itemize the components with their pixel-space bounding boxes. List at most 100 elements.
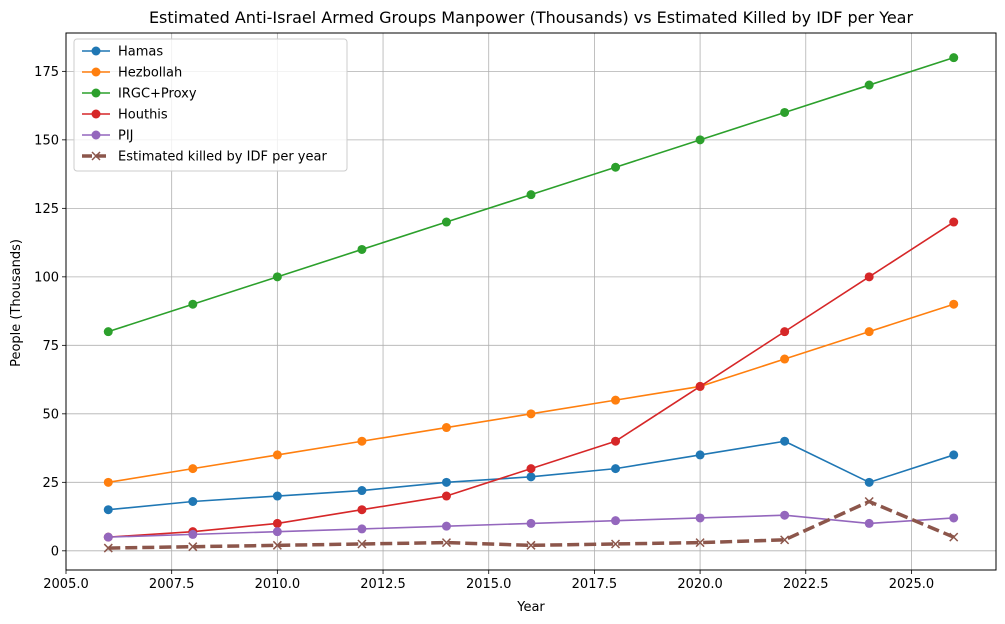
y-tick-label: 100 — [34, 270, 59, 285]
data-point — [526, 464, 536, 474]
data-point — [188, 542, 198, 552]
data-point — [611, 516, 621, 526]
data-point — [780, 436, 790, 446]
legend-item-estimated-killed-by-idf-per-year: Estimated killed by IDF per year — [82, 150, 327, 165]
x-tick-label: 2005.0 — [43, 577, 89, 592]
y-tick-label: 0 — [51, 544, 59, 559]
x-tick-label: 2020.0 — [677, 577, 723, 592]
legend-swatch-marker — [91, 46, 101, 56]
series-houthis — [103, 217, 959, 542]
data-point — [441, 491, 451, 501]
grid — [65, 33, 996, 570]
y-tick-label: 125 — [34, 202, 59, 217]
data-point — [864, 80, 874, 90]
data-point — [272, 518, 282, 528]
x-tick-label: 2010.0 — [255, 577, 301, 592]
x-marker-stroke — [949, 532, 959, 542]
data-point — [188, 497, 198, 507]
data-point — [441, 423, 451, 433]
x-tick-label: 2015.0 — [466, 577, 512, 592]
legend-swatch-marker — [91, 109, 101, 119]
x-marker-stroke — [526, 540, 536, 550]
legend-item-houthis: Houthis — [82, 108, 168, 123]
legend-box — [73, 38, 348, 172]
y-tick-label: 25 — [42, 476, 59, 491]
x-marker-stroke — [91, 151, 101, 161]
data-point — [441, 217, 451, 227]
legend-swatch-marker — [91, 130, 101, 140]
data-point — [780, 354, 790, 364]
data-point — [949, 53, 959, 63]
data-point — [441, 521, 451, 531]
data-point — [526, 472, 536, 482]
x-marker-stroke — [441, 538, 451, 548]
legend-swatch-marker — [91, 67, 101, 77]
x-marker-stroke — [272, 540, 282, 550]
legend: Hamas Hezbollah IRGC+Proxy Houthis PIJ Estima… — [73, 38, 348, 172]
data-point — [526, 409, 536, 419]
data-point — [103, 477, 113, 487]
legend-label: Houthis — [118, 108, 168, 123]
data-point — [780, 535, 790, 545]
legend-item-hamas: Hamas — [82, 45, 163, 60]
data-point — [357, 524, 367, 534]
data-point — [526, 540, 536, 550]
legend-label: Hezbollah — [118, 66, 182, 81]
series-line — [108, 499, 955, 550]
legend-swatch-marker — [91, 88, 101, 98]
x-tick-label: 2022.5 — [783, 577, 829, 592]
data-point — [103, 543, 113, 553]
data-point — [611, 162, 621, 172]
legend-item-hezbollah: Hezbollah — [82, 66, 182, 81]
series-line — [108, 303, 954, 484]
x-marker-stroke — [864, 496, 874, 507]
series-pij — [103, 510, 959, 542]
data-point — [949, 450, 959, 460]
series-layer — [103, 53, 959, 553]
x-tick-label: 2017.5 — [572, 577, 618, 592]
x-axis-label: Year — [516, 600, 545, 615]
series-irgc-proxy — [103, 53, 959, 337]
legend-item-irgc-proxy: IRGC+Proxy — [82, 87, 197, 102]
data-point — [103, 532, 113, 542]
data-point — [864, 327, 874, 337]
legend-swatch-marker — [91, 151, 101, 161]
data-point — [441, 477, 451, 487]
data-point — [949, 532, 959, 542]
data-point — [103, 505, 113, 515]
x-axis-ticks: 2005.0 2007.5 2010.0 2012.5 2015.0 2017.5 2020… — [43, 570, 934, 592]
x-tick-label: 2012.5 — [360, 577, 406, 592]
y-tick-label: 175 — [34, 65, 59, 80]
data-point — [695, 513, 705, 523]
data-point — [357, 486, 367, 496]
data-point — [188, 529, 198, 539]
data-point — [357, 436, 367, 446]
legend-label: Estimated killed by IDF per year — [118, 150, 327, 165]
data-point — [188, 299, 198, 309]
data-point — [864, 272, 874, 282]
y-axis-ticks: 0 25 50 75 100 125 150 175 — [34, 65, 66, 559]
y-tick-label: 50 — [42, 407, 59, 422]
y-axis-label: People (Thousands) — [9, 239, 24, 367]
data-point — [272, 491, 282, 501]
data-point — [272, 450, 282, 460]
data-point — [611, 436, 621, 446]
data-point — [611, 395, 621, 405]
data-point — [695, 135, 705, 145]
y-tick-label: 75 — [42, 339, 59, 354]
series-hamas — [103, 436, 959, 515]
data-point — [357, 244, 367, 254]
data-point — [611, 464, 621, 474]
data-point — [272, 272, 282, 282]
data-point — [188, 464, 198, 474]
data-point — [441, 538, 451, 548]
data-point — [864, 477, 874, 487]
data-point — [611, 539, 621, 549]
legend-label: IRGC+Proxy — [118, 87, 197, 102]
x-tick-label: 2025.0 — [889, 577, 935, 592]
data-point — [272, 527, 282, 537]
data-point — [103, 327, 113, 337]
data-point — [526, 518, 536, 528]
x-marker-stroke — [103, 543, 113, 553]
series-estimated-killed-by-idf-per-year — [103, 496, 959, 553]
